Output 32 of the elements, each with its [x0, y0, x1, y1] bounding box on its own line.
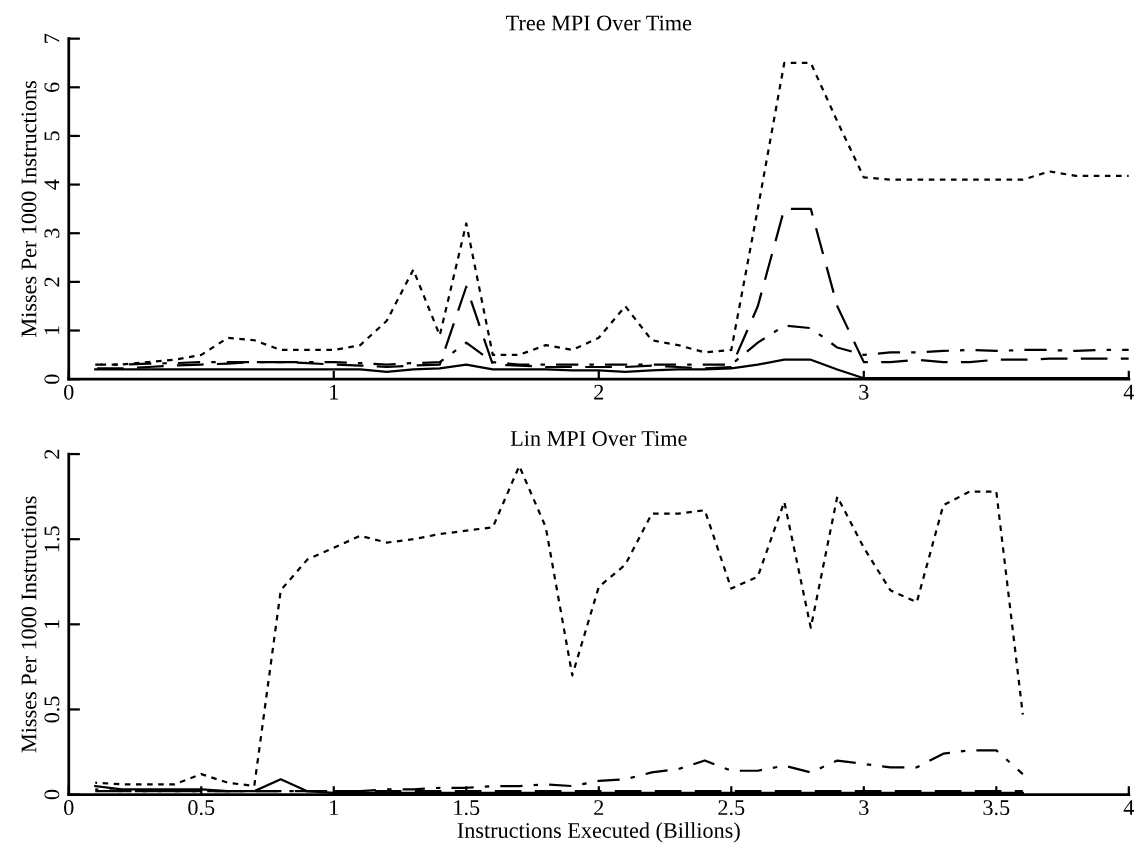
y-tick-label: 6 [44, 82, 60, 92]
y-tick-label: 0 [44, 374, 60, 384]
x-tick-label: 1 [330, 800, 338, 815]
x-tick-label: 0 [64, 384, 74, 400]
x-tick-label: 3 [859, 384, 869, 400]
y-tick-label: 2 [44, 277, 60, 287]
chart-title: Lin MPI Over Time [510, 431, 687, 446]
x-tick-label: 2 [594, 800, 604, 815]
y-tick-label: 4 [44, 179, 60, 190]
y-tick-label: 3 [44, 228, 60, 238]
y-tick-label: 0 [44, 789, 60, 800]
x-tick-label: 1 [330, 384, 338, 400]
x-tick-label: 0.5 [188, 800, 215, 816]
x-tick-label: 1.5 [454, 800, 480, 816]
x-tick-label: 2.5 [718, 800, 745, 816]
y-axis-title: Misses Per 1000 Instructions [21, 496, 37, 753]
x-tick-label: 0 [64, 800, 74, 816]
x-tick-label: 4 [1123, 800, 1135, 815]
x-tick-label: 4 [1123, 384, 1135, 400]
y-axis-title: Misses Per 1000 Instructions [21, 81, 37, 337]
y-tick-label: 2 [44, 449, 60, 459]
y-tick-label: 1 [44, 326, 60, 335]
x-tick-label: 2 [594, 384, 604, 400]
x-tick-label: 3 [859, 800, 869, 816]
x-tick-label: 3.5 [983, 800, 1010, 816]
x-axis-title: Instructions Executed (Billions) [457, 822, 740, 843]
y-tick-label: 1 [44, 620, 60, 628]
y-tick-label: 1.5 [44, 526, 60, 552]
y-tick-label: 7 [44, 33, 60, 43]
y-tick-label: 0.5 [44, 696, 60, 723]
chart-title: Tree MPI Over Time [506, 15, 692, 31]
y-tick-label: 5 [44, 131, 60, 141]
